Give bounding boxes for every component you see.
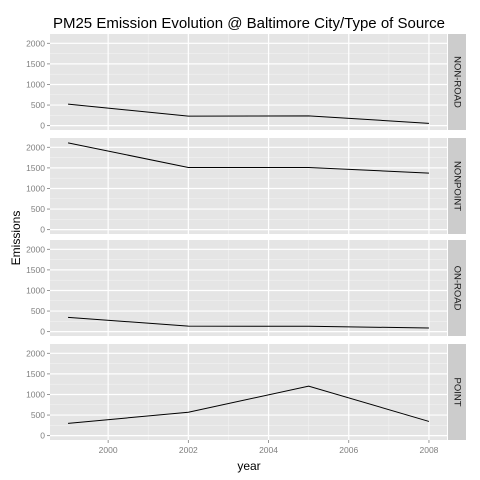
panel-background [50, 138, 447, 234]
y-tick-label: 500 [31, 410, 45, 420]
series-line [68, 385, 430, 424]
y-tick-label: 1000 [26, 389, 45, 399]
y-tick-label: 1500 [26, 163, 45, 173]
facet-panel: 0 500 1000 1500 2000 NON-ROAD [26, 34, 466, 131]
x-tick-label: 2004 [259, 445, 278, 455]
series-line [67, 142, 429, 174]
y-tick-label: 1000 [26, 285, 45, 295]
y-tick-label: 0 [40, 431, 45, 441]
y-tick-label: 1500 [26, 265, 45, 275]
y-tick-label: 500 [31, 100, 45, 110]
facet-strip [448, 34, 466, 130]
facet-strip [448, 138, 466, 234]
x-tick-label: 2006 [339, 445, 358, 455]
facet-strip [448, 240, 466, 336]
y-axis-label: Emissions [9, 211, 23, 266]
y-tick-label: 2000 [26, 142, 45, 152]
facet-panel: 0 500 1000 1500 2000 ON-ROAD [26, 240, 466, 337]
y-tick-label: 1000 [26, 183, 45, 193]
facet-label: NON-ROAD [451, 56, 462, 108]
y-tick-label: 0 [40, 121, 45, 131]
series-line [68, 316, 429, 329]
x-tick-label: 2002 [179, 445, 198, 455]
panel-background [50, 240, 447, 336]
x-tick-label: 2000 [99, 445, 118, 455]
facet-panels: 0 500 1000 1500 2000 NON-ROAD 0 500 1000 1500 2000… [26, 34, 466, 455]
y-tick-label: 0 [40, 225, 45, 235]
panel-background [50, 34, 447, 130]
y-tick-label: 1000 [26, 79, 45, 89]
y-tick-label: 0 [40, 327, 45, 337]
facet-label: POINT [451, 377, 462, 406]
y-tick-label: 2000 [26, 348, 45, 358]
series-line [68, 103, 429, 124]
y-tick-label: 500 [31, 306, 45, 316]
y-tick-label: 1500 [26, 369, 45, 379]
facet-strip [448, 344, 466, 440]
x-tick-label: 2008 [419, 445, 438, 455]
facet-label: ON-ROAD [451, 266, 462, 311]
y-tick-label: 2000 [26, 38, 45, 48]
panel-background [50, 344, 447, 440]
chart-title: PM25 Emission Evolution @ Baltimore City… [53, 15, 445, 32]
y-tick-label: 2000 [26, 244, 45, 254]
x-axis-label: year [237, 459, 260, 473]
facet-label: NONPOINT [451, 161, 462, 211]
facet-panel: 0 500 1000 1500 2000 NONPOINT [26, 138, 466, 235]
y-tick-label: 1500 [26, 59, 45, 69]
y-tick-label: 500 [31, 204, 45, 214]
facet-panel: 0 500 1000 1500 2000 POINT 2000 2002 2004 2006 200… [26, 344, 466, 455]
